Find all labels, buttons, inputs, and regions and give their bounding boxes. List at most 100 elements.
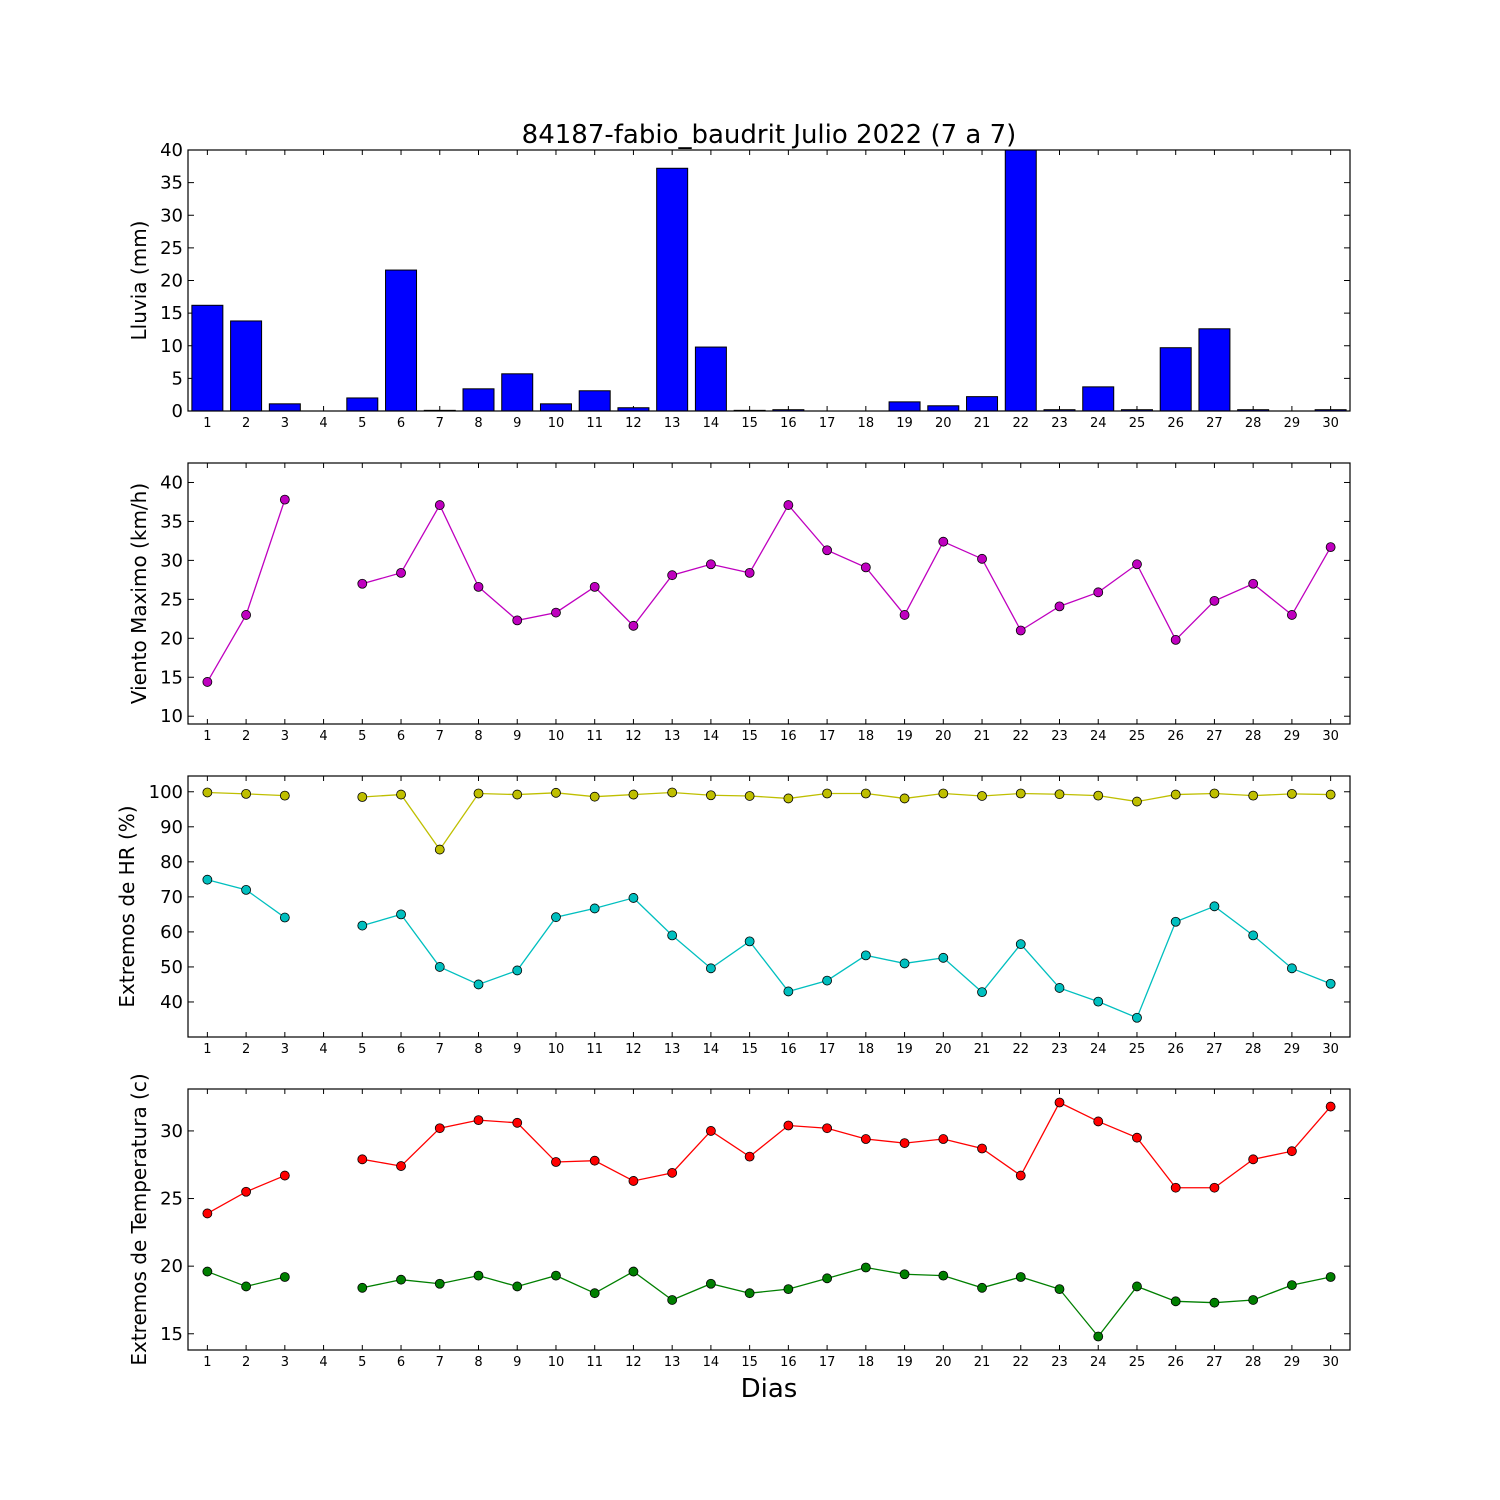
data-point-day-26 xyxy=(1170,634,1181,645)
x-tick-label: 24 xyxy=(1090,416,1107,431)
plot-frame xyxy=(187,462,1351,725)
data-point-day-1 xyxy=(202,677,213,687)
x-tick-label: 29 xyxy=(1284,416,1301,431)
x-tick-label: 4 xyxy=(319,1355,327,1370)
data-point-day-7 xyxy=(434,844,445,855)
x-tick-label: 21 xyxy=(974,416,991,431)
x-tick-label: 5 xyxy=(358,416,366,431)
data-point-day-22 xyxy=(1015,939,1026,950)
data-point-day-1 xyxy=(202,787,213,798)
data-point-day-9 xyxy=(512,965,523,976)
data-point-day-27 xyxy=(1209,596,1220,606)
data-point-day-5 xyxy=(357,1282,368,1293)
data-point-day-10 xyxy=(551,607,561,618)
x-tick-label: 12 xyxy=(625,1042,642,1057)
y-tick-label: 20 xyxy=(160,1256,183,1277)
data-point-day-2 xyxy=(241,1186,252,1197)
data-point-day-11 xyxy=(589,1288,600,1299)
data-point-day-23 xyxy=(1054,601,1065,612)
x-tick-label: 22 xyxy=(1012,1042,1029,1057)
x-tick-label: 30 xyxy=(1322,1355,1339,1370)
data-point-day-13 xyxy=(667,1167,678,1178)
x-tick-label: 14 xyxy=(703,729,720,744)
x-tick-label: 1 xyxy=(203,1355,211,1370)
x-tick-label: 23 xyxy=(1051,416,1068,431)
x-tick-label: 11 xyxy=(586,416,603,431)
data-point-day-6 xyxy=(396,1274,406,1285)
x-tick-label: 19 xyxy=(896,729,913,744)
x-tick-label: 1 xyxy=(203,1042,211,1057)
x-tick-label: 19 xyxy=(896,1355,913,1370)
x-tick-label: 15 xyxy=(741,1355,758,1370)
x-tick-label: 9 xyxy=(513,1355,521,1370)
data-point-day-30 xyxy=(1325,1272,1336,1282)
x-tick-label: 8 xyxy=(474,729,482,744)
data-point-day-8 xyxy=(473,788,484,799)
y-tick-label: 35 xyxy=(160,173,183,194)
data-point-day-7 xyxy=(434,1123,445,1134)
y-tick-label: 35 xyxy=(160,511,183,532)
y-tick-label: 90 xyxy=(160,817,183,838)
data-point-day-12 xyxy=(628,789,639,800)
y-tick-label: 30 xyxy=(160,1121,183,1142)
data-point-day-27 xyxy=(1209,1297,1220,1308)
x-tick-label: 26 xyxy=(1167,729,1184,744)
data-point-day-25 xyxy=(1132,1012,1142,1023)
data-point-day-15 xyxy=(744,1151,755,1162)
x-tick-label: 17 xyxy=(819,1042,836,1057)
bar-day-20 xyxy=(927,405,960,412)
data-point-day-28 xyxy=(1248,1154,1259,1165)
data-point-day-6 xyxy=(396,567,406,578)
data-point-day-17 xyxy=(822,975,832,986)
x-tick-label: 26 xyxy=(1167,416,1184,431)
x-tick-label: 14 xyxy=(703,1355,720,1370)
data-point-day-1 xyxy=(202,1266,213,1277)
data-point-day-5 xyxy=(357,578,368,589)
data-point-day-8 xyxy=(473,979,484,990)
y-tick-label: 10 xyxy=(160,336,183,357)
x-tick-label: 23 xyxy=(1051,729,1068,744)
x-tick-label: 14 xyxy=(703,1042,720,1057)
y-tick-label: 15 xyxy=(160,667,183,688)
data-point-day-6 xyxy=(396,1161,406,1171)
data-point-day-18 xyxy=(860,1262,871,1273)
data-point-day-13 xyxy=(667,930,678,941)
data-point-day-5 xyxy=(357,920,368,931)
data-point-day-19 xyxy=(899,610,910,620)
x-tick-label: 5 xyxy=(358,1042,366,1057)
data-point-day-15 xyxy=(744,1288,755,1299)
x-tick-label: 3 xyxy=(281,416,289,431)
x-tick-label: 19 xyxy=(896,1042,913,1057)
data-point-day-22 xyxy=(1015,1272,1026,1282)
data-point-day-3 xyxy=(279,790,290,801)
data-point-day-23 xyxy=(1054,983,1065,993)
data-point-day-14 xyxy=(706,963,716,974)
x-tick-label: 20 xyxy=(935,416,952,431)
y-tick-label: 100 xyxy=(149,782,183,803)
x-tick-label: 10 xyxy=(548,729,565,744)
x-tick-label: 27 xyxy=(1206,1355,1223,1370)
x-tick-label: 8 xyxy=(474,1355,482,1370)
data-point-day-20 xyxy=(938,952,949,963)
x-axis-label: Dias xyxy=(741,1374,798,1404)
data-point-day-28 xyxy=(1248,1295,1259,1305)
data-point-day-2 xyxy=(241,1281,252,1292)
data-point-day-20 xyxy=(938,536,949,547)
x-tick-label: 15 xyxy=(741,729,758,744)
data-point-day-17 xyxy=(822,1123,832,1134)
y-tick-label: 25 xyxy=(160,238,183,259)
data-point-day-6 xyxy=(396,909,406,920)
data-point-day-30 xyxy=(1325,542,1336,553)
data-point-day-25 xyxy=(1132,1132,1142,1143)
data-point-day-13 xyxy=(667,570,678,581)
data-point-day-17 xyxy=(822,545,832,556)
series-2 xyxy=(202,874,1336,1023)
data-point-day-26 xyxy=(1170,916,1181,927)
data-point-day-21 xyxy=(977,1282,987,1293)
x-tick-label: 2 xyxy=(242,1042,250,1057)
data-point-day-28 xyxy=(1248,930,1259,941)
x-tick-label: 15 xyxy=(741,416,758,431)
x-tick-label: 27 xyxy=(1206,416,1223,431)
x-tick-label: 26 xyxy=(1167,1042,1184,1057)
